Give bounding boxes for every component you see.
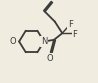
Text: F: F [68, 20, 73, 29]
Text: O: O [10, 37, 17, 46]
Text: F: F [72, 30, 77, 39]
Text: N: N [41, 37, 47, 46]
Text: O: O [47, 54, 53, 63]
